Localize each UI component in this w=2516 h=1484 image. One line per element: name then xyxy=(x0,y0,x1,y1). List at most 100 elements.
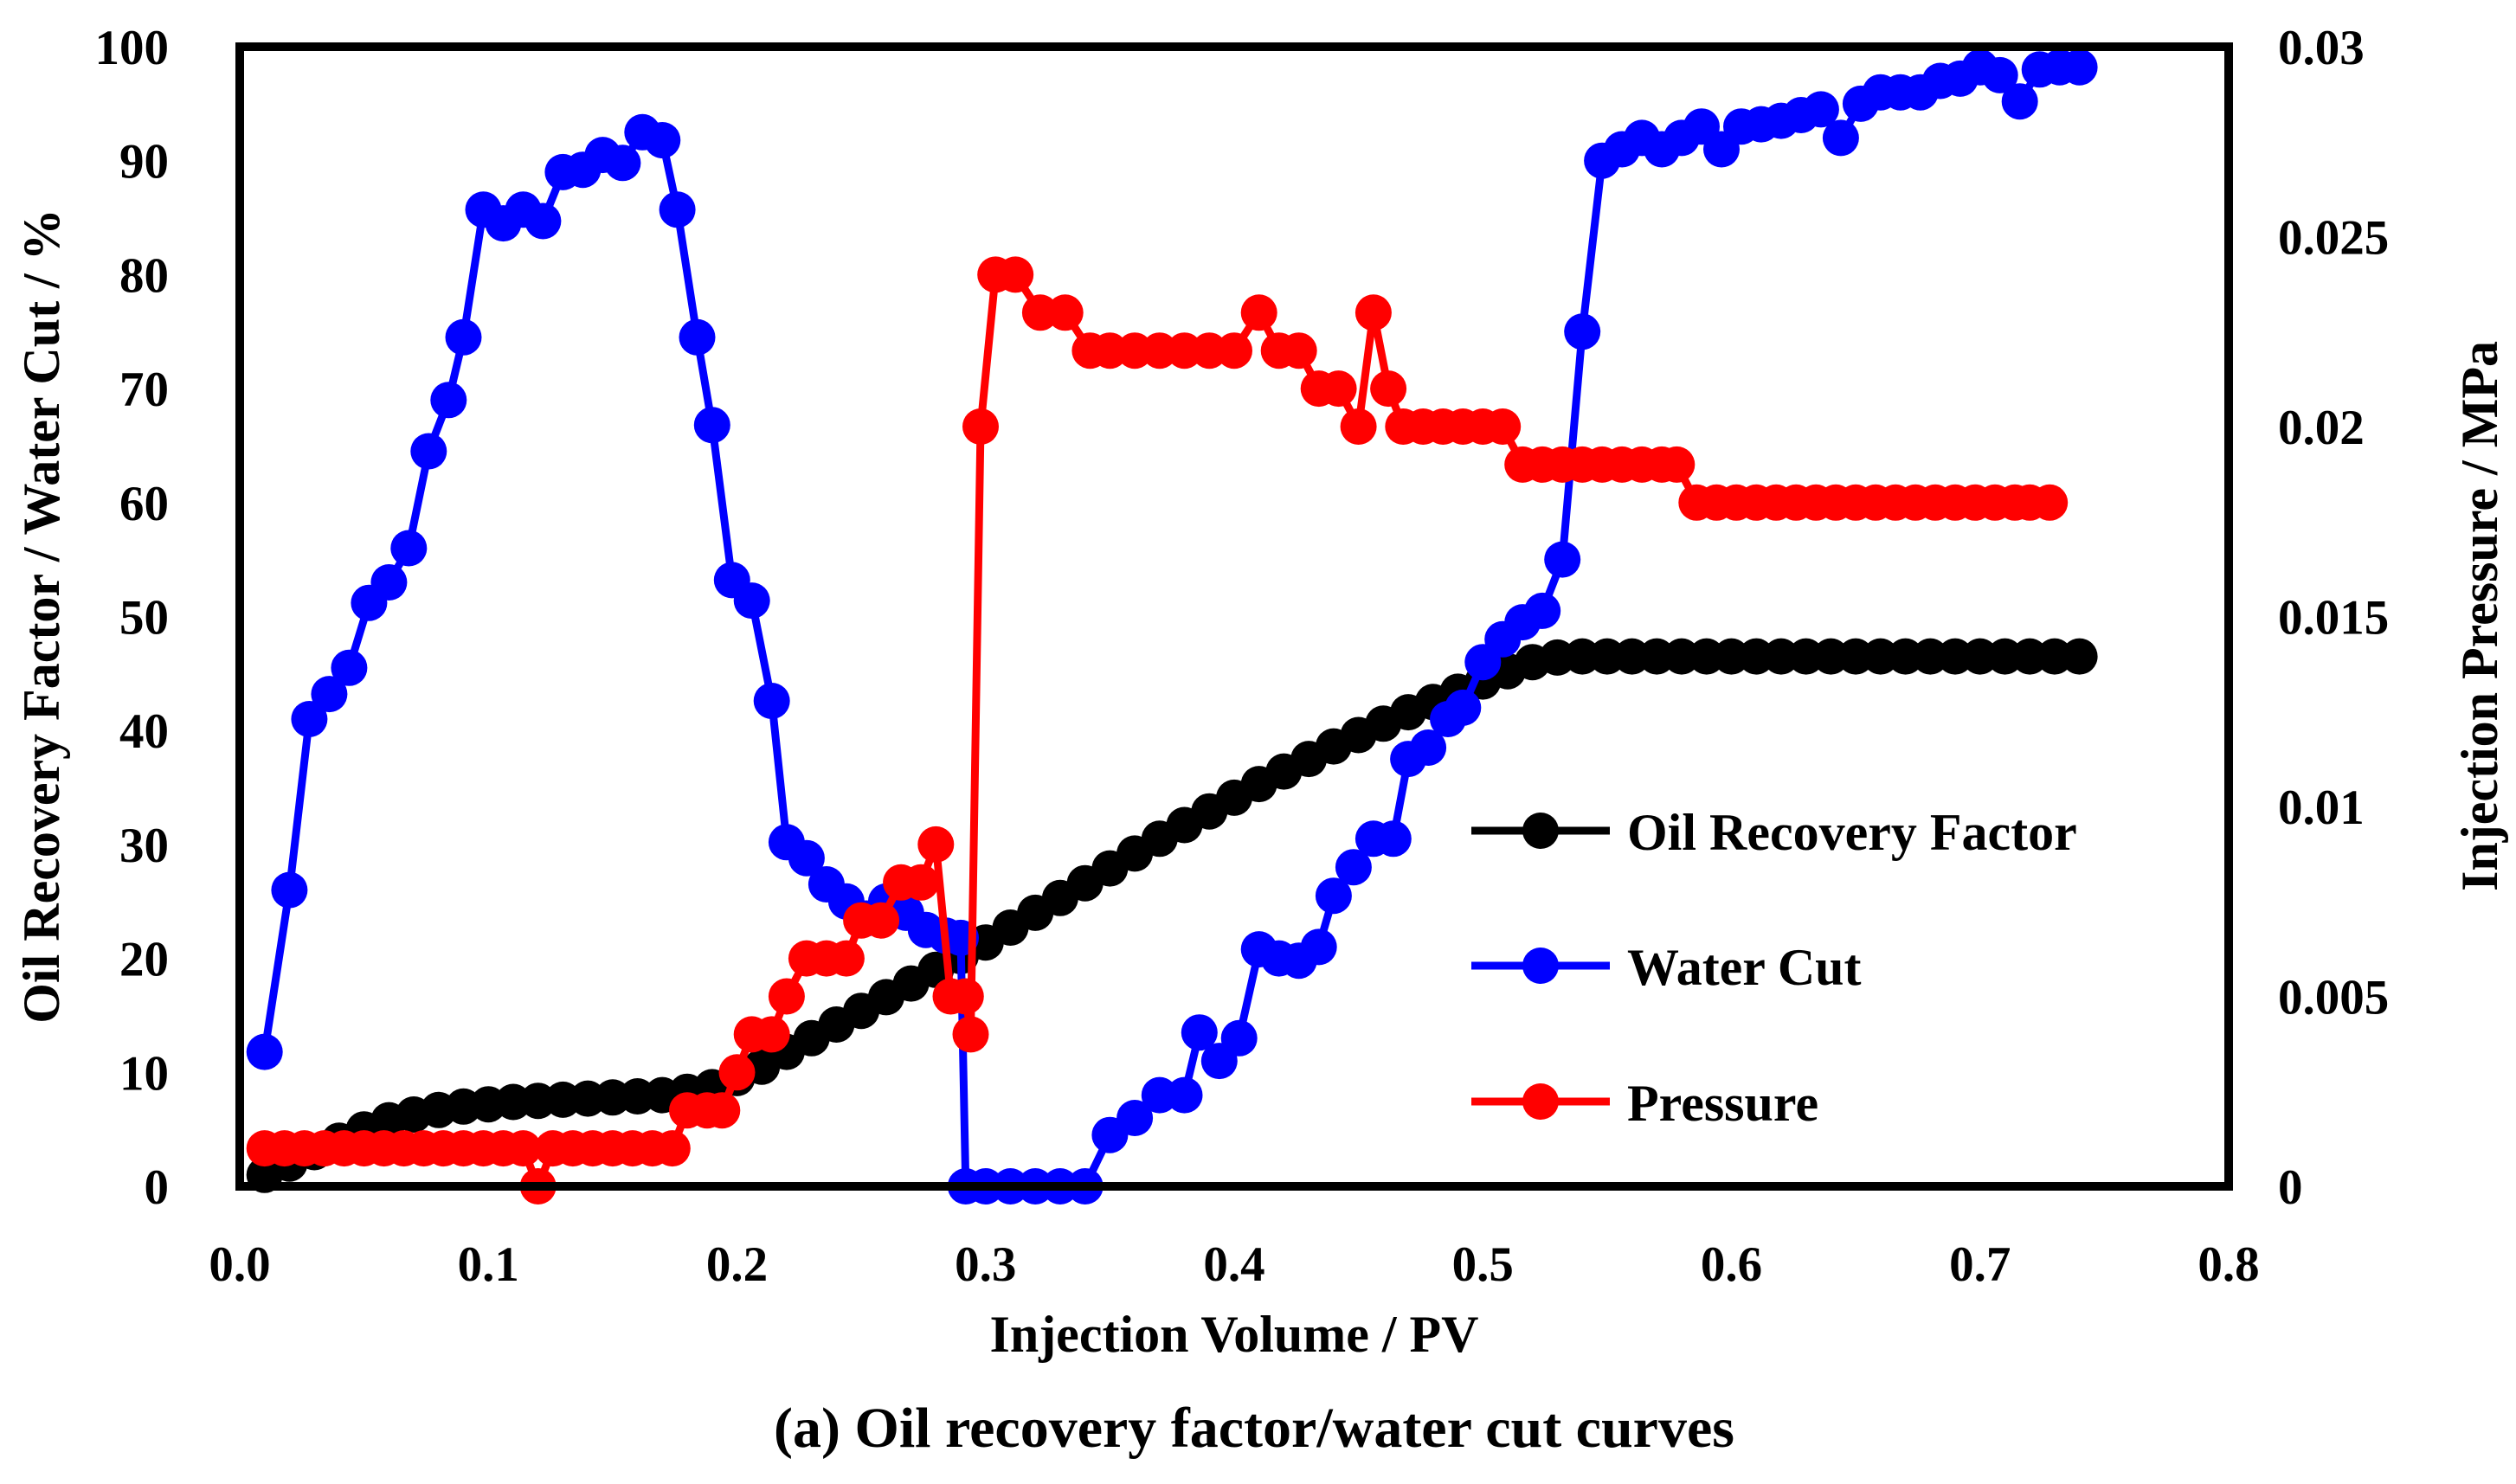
y-right-tick-label: 0.03 xyxy=(2278,21,2365,75)
water-cut-point xyxy=(1374,820,1412,858)
x-axis-title: Injection Volume / PV xyxy=(989,1306,1478,1363)
oil-recovery-factor-point xyxy=(2036,638,2073,675)
water-cut-point xyxy=(331,649,368,686)
pressure-point xyxy=(1320,370,1357,408)
water-cut-point xyxy=(2061,48,2098,86)
pressure-point xyxy=(1166,332,1203,369)
pressure-point xyxy=(1484,408,1522,445)
water-cut-point xyxy=(679,318,716,356)
oil-recovery-factor-point xyxy=(1812,638,1850,675)
oil-recovery-factor-point xyxy=(1713,638,1750,675)
y-left-tick-label: 30 xyxy=(119,819,169,873)
pressure-point xyxy=(1046,294,1084,331)
pressure-line xyxy=(264,270,2050,1191)
figure-caption: (a) Oil recovery factor/water cut curves xyxy=(774,1397,1734,1460)
water-cut-point xyxy=(1166,1076,1203,1114)
legend: Oil Recovery Factor Water Cut Pressure xyxy=(1471,804,2077,1132)
y-left-axis-ticks: 0 10 20 30 40 50 60 70 80 90 100 xyxy=(95,21,170,1215)
pressure-point xyxy=(1340,408,1377,445)
legend-label: Water Cut xyxy=(1627,939,1862,996)
x-tick-label: 0.1 xyxy=(458,1237,519,1292)
water-cut-point xyxy=(430,382,467,419)
water-cut-point xyxy=(1220,1019,1258,1057)
water-cut-point xyxy=(246,1033,283,1070)
oil-recovery-factor-point xyxy=(2011,638,2049,675)
y-left-tick-label: 60 xyxy=(119,477,169,531)
oil-recovery-factor-points xyxy=(246,638,2098,1193)
legend-label: Pressure xyxy=(1627,1075,1818,1132)
water-cut-point xyxy=(390,530,428,567)
water-cut-point xyxy=(1116,1100,1154,1136)
legend-label: Oil Recovery Factor xyxy=(1627,804,2077,861)
legend-swatch-marker xyxy=(1522,813,1559,849)
y-right-tick-label: 0.01 xyxy=(2278,781,2365,835)
y-right-tick-label: 0.02 xyxy=(2278,401,2365,455)
pressure-point xyxy=(1191,332,1228,369)
oil-recovery-factor-point xyxy=(1837,638,1875,675)
pressure-point xyxy=(1240,294,1277,331)
pressure-point xyxy=(1355,294,1392,331)
y-left-tick-label: 10 xyxy=(119,1046,169,1101)
pressure-point xyxy=(1658,446,1696,483)
oil-recovery-factor-point xyxy=(1588,638,1625,675)
water-cut-point xyxy=(1981,56,2018,93)
pressure-point xyxy=(863,902,900,939)
x-axis-ticks: 0.0 0.1 0.2 0.3 0.4 0.5 0.6 0.7 0.8 xyxy=(209,1237,2259,1292)
pressure-point xyxy=(997,256,1034,293)
y-right-axis-title: Injection Pressure / MPa xyxy=(2451,341,2508,891)
x-tick-label: 0.8 xyxy=(2197,1237,2259,1292)
y-right-tick-label: 0.005 xyxy=(2278,971,2389,1025)
pressure-point xyxy=(505,1130,542,1167)
pressure-point xyxy=(952,1016,989,1053)
water-cut-point xyxy=(659,191,696,228)
water-cut-point xyxy=(604,145,641,182)
water-cut-point xyxy=(1300,928,1337,966)
x-tick-label: 0.3 xyxy=(955,1237,1016,1292)
water-cut-point xyxy=(524,202,562,240)
water-cut-point xyxy=(445,318,482,356)
water-cut-point xyxy=(1564,313,1601,350)
pressure-point xyxy=(1370,370,1407,408)
pressure-point xyxy=(1216,332,1252,369)
oil-recovery-factor-point xyxy=(1787,638,1824,675)
pressure-point xyxy=(768,978,805,1015)
plot-marks xyxy=(246,48,2098,1205)
pressure-points xyxy=(246,256,2069,1205)
x-tick-label: 0.4 xyxy=(1203,1237,1264,1292)
y-left-tick-label: 40 xyxy=(119,704,169,759)
legend-swatch-marker xyxy=(1522,1083,1559,1120)
water-cut-point xyxy=(1544,541,1581,578)
water-cut-point xyxy=(1524,592,1561,629)
water-cut-point xyxy=(753,683,790,719)
x-tick-label: 0.7 xyxy=(1949,1237,2011,1292)
water-cut-point xyxy=(1410,729,1447,766)
y-left-tick-label: 50 xyxy=(119,591,169,646)
water-cut-point xyxy=(311,676,348,713)
water-cut-point xyxy=(693,407,730,444)
pressure-point xyxy=(1116,332,1154,369)
y-left-tick-label: 20 xyxy=(119,933,169,987)
water-cut-point xyxy=(644,122,681,158)
water-cut-point xyxy=(1445,689,1482,726)
water-cut-point xyxy=(1822,119,1859,157)
y-right-tick-label: 0 xyxy=(2278,1160,2303,1215)
pressure-point xyxy=(1091,332,1129,369)
water-cut-point xyxy=(788,839,825,877)
pressure-point xyxy=(704,1092,741,1129)
water-cut-point xyxy=(1141,1076,1178,1114)
oil-recovery-factor-point xyxy=(1912,638,1949,675)
water-cut-point xyxy=(1335,849,1372,886)
x-tick-label: 0.6 xyxy=(1701,1237,1762,1292)
water-cut-point xyxy=(271,871,308,909)
oil-recovery-factor-point xyxy=(1862,638,1899,675)
pressure-point xyxy=(1280,332,1317,369)
oil-recovery-factor-point xyxy=(1961,638,1998,675)
oil-recovery-factor-point xyxy=(1762,638,1799,675)
water-cut-point xyxy=(370,564,408,601)
oil-recovery-factor-point xyxy=(1638,638,1676,675)
oil-recovery-factor-point xyxy=(1564,638,1601,675)
y-left-tick-label: 100 xyxy=(95,21,170,75)
plot-frame xyxy=(235,42,2233,1191)
oil-recovery-factor-point xyxy=(1613,638,1651,675)
y-left-axis-title: Oil Recovery Factor / Water Cut / % xyxy=(13,209,70,1023)
